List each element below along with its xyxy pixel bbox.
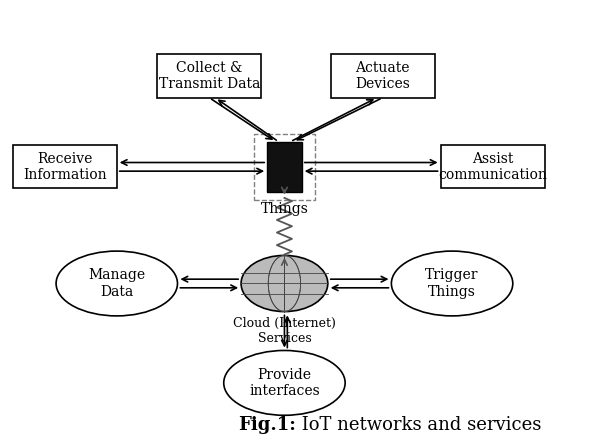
Ellipse shape [391,251,513,316]
FancyBboxPatch shape [440,145,545,188]
Text: Fig.1:: Fig.1: [238,416,296,434]
FancyBboxPatch shape [267,142,302,192]
Text: Collect &
Transmit Data: Collect & Transmit Data [159,61,260,91]
Ellipse shape [241,256,328,312]
Ellipse shape [224,351,345,415]
FancyBboxPatch shape [157,54,261,98]
FancyBboxPatch shape [254,133,315,200]
Text: Things: Things [260,202,308,216]
Text: Manage
Data: Manage Data [88,268,146,298]
Text: Actuate
Devices: Actuate Devices [355,61,410,91]
FancyBboxPatch shape [331,54,435,98]
Text: Cloud (Internet)
Services: Cloud (Internet) Services [233,317,336,345]
FancyBboxPatch shape [12,145,117,188]
Text: Receive
Information: Receive Information [23,152,107,182]
Text: IoT networks and services: IoT networks and services [296,416,541,434]
Ellipse shape [56,251,178,316]
Text: Trigger
Things: Trigger Things [425,268,479,298]
Text: Provide
interfaces: Provide interfaces [249,368,320,398]
Text: Assist
communication: Assist communication [438,152,547,182]
